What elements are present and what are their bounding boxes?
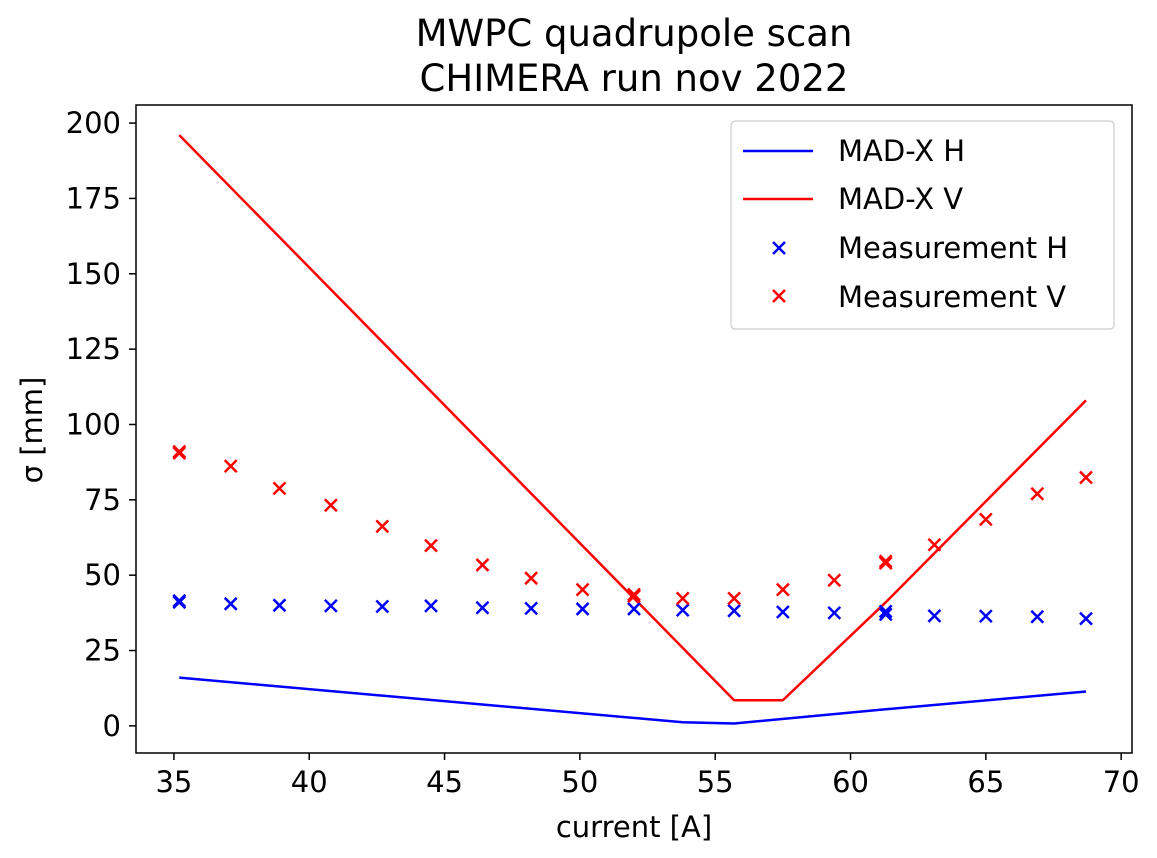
- point-measurement-v: [727, 591, 742, 606]
- point-measurement-h: [727, 603, 742, 618]
- point-measurement-v: [675, 591, 690, 606]
- x-tick-label: 70: [1103, 765, 1140, 799]
- x-tick-label: 50: [561, 765, 598, 799]
- x-tick-label: 40: [291, 765, 328, 799]
- point-measurement-h: [375, 599, 390, 614]
- series-mad-x-v: [178, 134, 1087, 702]
- point-measurement-h: [878, 604, 893, 619]
- point-measurement-v: [978, 512, 993, 527]
- point-measurement-v: [775, 582, 790, 597]
- plot-area-frame: [135, 104, 1133, 754]
- series-measurement-h: [172, 593, 1093, 626]
- y-tick-label: 100: [66, 407, 121, 441]
- point-measurement-h: [272, 598, 287, 613]
- legend-frame: [730, 120, 1115, 330]
- point-measurement-v: [627, 587, 641, 602]
- point-measurement-v: [627, 589, 641, 604]
- x-axis-ticks: 35 40 45 50 55 60 65 70: [155, 753, 1140, 799]
- point-measurement-h: [675, 603, 690, 618]
- legend-swatch-measurement-v: [772, 289, 786, 303]
- point-measurement-h: [475, 600, 490, 615]
- x-tick-label: 65: [967, 765, 1004, 799]
- line-mad-x-v: [178, 134, 1087, 702]
- y-tick-label: 150: [66, 257, 121, 291]
- legend-label-madx-h: MAD-X H: [838, 134, 965, 168]
- point-measurement-v: [524, 571, 539, 586]
- point-measurement-v: [172, 446, 187, 460]
- point-measurement-h: [1079, 611, 1093, 626]
- line-mad-x-h: [179, 676, 1087, 725]
- x-tick-label: 60: [832, 765, 869, 799]
- point-measurement-h: [978, 609, 993, 624]
- point-measurement-v: [424, 538, 438, 553]
- point-measurement-h: [927, 608, 942, 623]
- point-measurement-h: [575, 602, 590, 616]
- point-measurement-v: [375, 519, 390, 534]
- y-tick-label: 50: [84, 558, 121, 592]
- x-tick-label: 35: [155, 765, 192, 799]
- y-tick-label: 125: [66, 332, 121, 366]
- legend-label-madx-v: MAD-X V: [838, 182, 963, 216]
- x-tick-label: 45: [426, 765, 463, 799]
- point-measurement-v: [575, 582, 590, 597]
- y-axis-ticks: 0 25 50 75 100 125 150 175 200: [66, 106, 136, 743]
- point-measurement-v: [475, 558, 490, 572]
- point-measurement-h: [172, 593, 187, 608]
- y-tick-label: 25: [84, 634, 121, 668]
- point-measurement-h: [223, 596, 238, 611]
- plot-data: [172, 134, 1093, 725]
- legend: MAD-X H MAD-X V Measurement H Measuremen…: [730, 120, 1115, 330]
- point-measurement-h: [878, 607, 893, 622]
- series-mad-x-h: [179, 676, 1087, 725]
- point-measurement-v: [272, 481, 287, 496]
- x-tick-label: 55: [697, 765, 734, 799]
- legend-swatch-measurement-h: [772, 241, 786, 255]
- point-measurement-h: [827, 605, 842, 620]
- point-measurement-h: [524, 601, 539, 616]
- point-measurement-h: [775, 605, 790, 619]
- y-tick-label: 0: [103, 709, 121, 743]
- point-measurement-h: [1030, 609, 1045, 624]
- chart-title-line-1: MWPC quadrupole scan: [416, 12, 853, 55]
- y-tick-label: 175: [66, 181, 121, 215]
- legend-label-measurement-v: Measurement V: [838, 280, 1066, 314]
- x-axis-label: current [A]: [556, 810, 712, 844]
- point-measurement-v: [927, 537, 942, 552]
- point-measurement-h: [323, 599, 338, 613]
- point-measurement-v: [878, 556, 893, 571]
- point-measurement-v: [827, 573, 842, 588]
- series-measurement-v: [172, 444, 1093, 606]
- y-tick-label: 75: [84, 483, 121, 517]
- point-measurement-v: [878, 554, 893, 569]
- legend-label-measurement-h: Measurement H: [838, 231, 1068, 265]
- point-measurement-h: [627, 602, 641, 616]
- point-measurement-v: [1030, 486, 1045, 501]
- y-axis-label: σ [mm]: [15, 377, 49, 484]
- point-measurement-v: [223, 459, 238, 473]
- point-measurement-h: [424, 599, 438, 613]
- y-tick-label: 200: [66, 106, 121, 140]
- point-measurement-v: [1079, 470, 1093, 485]
- chart-title-line-2: CHIMERA run nov 2022: [420, 57, 849, 100]
- point-measurement-v: [323, 498, 338, 513]
